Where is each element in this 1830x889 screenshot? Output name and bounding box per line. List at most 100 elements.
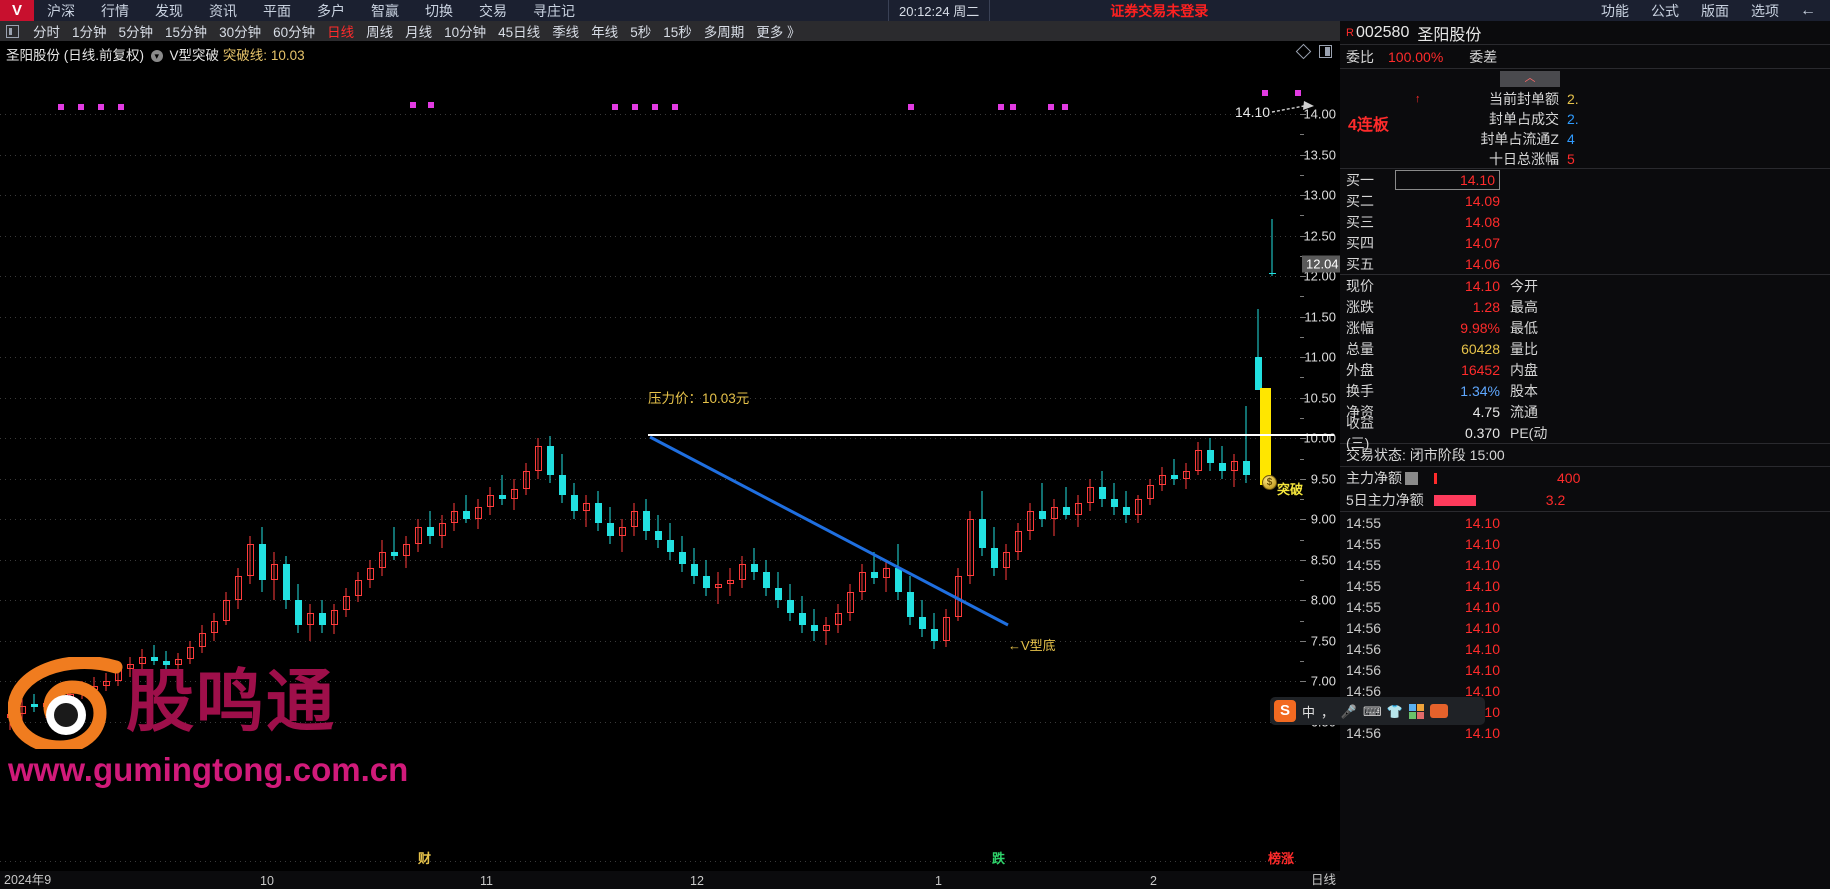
- tick-row[interactable]: 14:56 14.10: [1340, 617, 1830, 638]
- menu-item-duohu[interactable]: 多户: [317, 2, 345, 19]
- candle-body: [570, 495, 578, 512]
- bottom-tag-die[interactable]: 跌: [992, 851, 1006, 866]
- menu-right-group: 功能 公式 版面 选项 ←: [1590, 0, 1826, 21]
- period-multi[interactable]: 多周期: [703, 25, 745, 40]
- candle: [414, 519, 422, 552]
- back-arrow-icon[interactable]: ←: [1800, 1, 1816, 19]
- period-5min[interactable]: 5分钟: [118, 25, 154, 40]
- candle: [978, 490, 986, 556]
- tick-row[interactable]: 14:56 14.10: [1340, 680, 1830, 701]
- period-monthly[interactable]: 月线: [405, 25, 433, 40]
- menu-item-gongshi[interactable]: 公式: [1651, 2, 1679, 19]
- candle-body: [510, 488, 518, 500]
- candle-body: [1254, 357, 1262, 390]
- sogou-logo-icon[interactable]: S: [1274, 700, 1296, 722]
- bottom-tag-bangzhang[interactable]: 榜涨: [1268, 851, 1295, 866]
- period-60min[interactable]: 60分钟: [273, 25, 316, 40]
- candle: [786, 584, 794, 621]
- limit-info-row: 封单占流通Z 4: [1415, 129, 1830, 149]
- tick-row[interactable]: 14:56 14.10: [1340, 638, 1830, 659]
- microphone-icon[interactable]: 🎤: [1340, 703, 1357, 719]
- period-15sec[interactable]: 15秒: [663, 25, 692, 40]
- candlestick-chart-area[interactable]: 圣阳股份 (日线.前复权) ▾ V型突破 突破线: 10.03 压力价：10.0…: [0, 42, 1340, 889]
- signal-dot: [998, 104, 1004, 110]
- skin-icon[interactable]: 👕: [1386, 703, 1403, 719]
- chevron-down-icon[interactable]: ▾: [150, 50, 163, 63]
- menu-item-hangqing[interactable]: 行情: [101, 2, 129, 19]
- bid-row[interactable]: 买二 14.09: [1340, 190, 1830, 211]
- keyboard-icon[interactable]: ⌨: [1363, 703, 1382, 719]
- bid-row[interactable]: 买一 14.10: [1340, 169, 1830, 190]
- login-warning[interactable]: 证券交易未登录: [1110, 2, 1209, 19]
- candle: [546, 435, 554, 483]
- menu-item-qiehuan[interactable]: 切换: [425, 2, 453, 19]
- bottom-tag-cai[interactable]: 财: [418, 851, 432, 866]
- period-fenshi[interactable]: 分时: [33, 25, 60, 40]
- period-weekly[interactable]: 周线: [366, 25, 394, 40]
- menu-item-banmian[interactable]: 版面: [1701, 2, 1729, 19]
- menu-item-gongneng[interactable]: 功能: [1601, 2, 1629, 19]
- chevron-up-icon[interactable]: ︿: [1500, 71, 1560, 87]
- period-more[interactable]: 更多 》: [756, 25, 801, 40]
- annotation-arrow-icon: [1271, 101, 1314, 113]
- diamond-icon[interactable]: [1295, 43, 1312, 60]
- y-axis-minor-tickmark: [1300, 134, 1304, 136]
- menu-item-jiaoyi[interactable]: 交易: [479, 2, 507, 19]
- candle-body: [258, 543, 266, 581]
- menu-item-zixun[interactable]: 资讯: [209, 2, 237, 19]
- tick-row[interactable]: 14:55 14.10: [1340, 512, 1830, 533]
- candle-body: [1242, 460, 1250, 475]
- limit-up-info: ︿ 4连板 ↑ 当前封单额 2. 封单占成交 2. 封单占流通Z 4 十日总涨幅 5: [1340, 69, 1830, 169]
- menu-item-xuanxiang[interactable]: 选项: [1751, 2, 1779, 19]
- ime-toolbar[interactable]: S 中 ， 🎤 ⌨ 👕: [1270, 697, 1485, 725]
- tick-row[interactable]: 14:56 14.10: [1340, 659, 1830, 680]
- candle: [294, 584, 302, 633]
- quote-label: 净资: [1346, 403, 1374, 420]
- toolbox-icon[interactable]: [1430, 704, 1449, 718]
- chart-indicator-name[interactable]: V型突破: [169, 48, 220, 63]
- limit-info-label: 封单占流通Z: [1480, 131, 1559, 147]
- bid-row[interactable]: 买四 14.07: [1340, 232, 1830, 253]
- candle: [462, 495, 470, 524]
- tick-row[interactable]: 14:56 14.10: [1340, 722, 1830, 743]
- tick-row[interactable]: 14:55 14.10: [1340, 533, 1830, 554]
- tick-row[interactable]: 14:55 14.10: [1340, 596, 1830, 617]
- quote-label-2: 今开: [1510, 277, 1538, 294]
- candle: [1110, 482, 1118, 516]
- tick-row[interactable]: 14:55 14.10: [1340, 554, 1830, 575]
- menu-item-faxian[interactable]: 发现: [155, 2, 183, 19]
- ime-punctuation-toggle[interactable]: ，: [1321, 704, 1335, 720]
- bid-row[interactable]: 买五 14.06: [1340, 253, 1830, 274]
- apps-icon[interactable]: [1409, 703, 1425, 719]
- ime-lang-toggle[interactable]: 中: [1302, 704, 1316, 720]
- stock-header[interactable]: R 002580 圣阳股份: [1340, 21, 1830, 45]
- period-15min[interactable]: 15分钟: [165, 25, 208, 40]
- list-icon[interactable]: [1405, 471, 1418, 485]
- bid-row[interactable]: 买三 14.08: [1340, 211, 1830, 232]
- period-quarterly[interactable]: 季线: [552, 25, 580, 40]
- layout-toggle-icon[interactable]: [6, 24, 19, 38]
- menu-item-pingmian[interactable]: 平面: [263, 2, 291, 19]
- panel-toggle-icon[interactable]: [1319, 45, 1332, 58]
- period-10min[interactable]: 10分钟: [444, 25, 487, 40]
- candle-wick: [1271, 219, 1273, 277]
- tick-row[interactable]: 14:55 14.10: [1340, 575, 1830, 596]
- period-1min[interactable]: 1分钟: [72, 25, 107, 40]
- order-ratio-row: 委比 100.00% 委差: [1340, 45, 1830, 69]
- period-45day[interactable]: 45日线: [498, 25, 541, 40]
- app-logo[interactable]: V: [0, 0, 34, 21]
- period-yearly[interactable]: 年线: [591, 25, 619, 40]
- menu-item-xunzhuangji[interactable]: 寻庄记: [533, 2, 575, 19]
- y-axis-tickmark: [1300, 235, 1306, 237]
- menu-item-hushen[interactable]: 沪深: [47, 2, 75, 19]
- annotated-price-label: 14.10: [1235, 104, 1271, 120]
- candle-body: [834, 612, 842, 625]
- period-5sec[interactable]: 5秒: [630, 25, 652, 40]
- period-daily[interactable]: 日线: [327, 25, 355, 40]
- period-30min[interactable]: 30分钟: [219, 25, 262, 40]
- y-axis-tickmark: [1300, 600, 1306, 602]
- candle-body: [1230, 460, 1238, 471]
- y-axis-tickmark: [1300, 519, 1306, 521]
- menu-item-zhiying[interactable]: 智赢: [371, 2, 399, 19]
- quote-row: 净资 4.75 流通: [1340, 401, 1830, 422]
